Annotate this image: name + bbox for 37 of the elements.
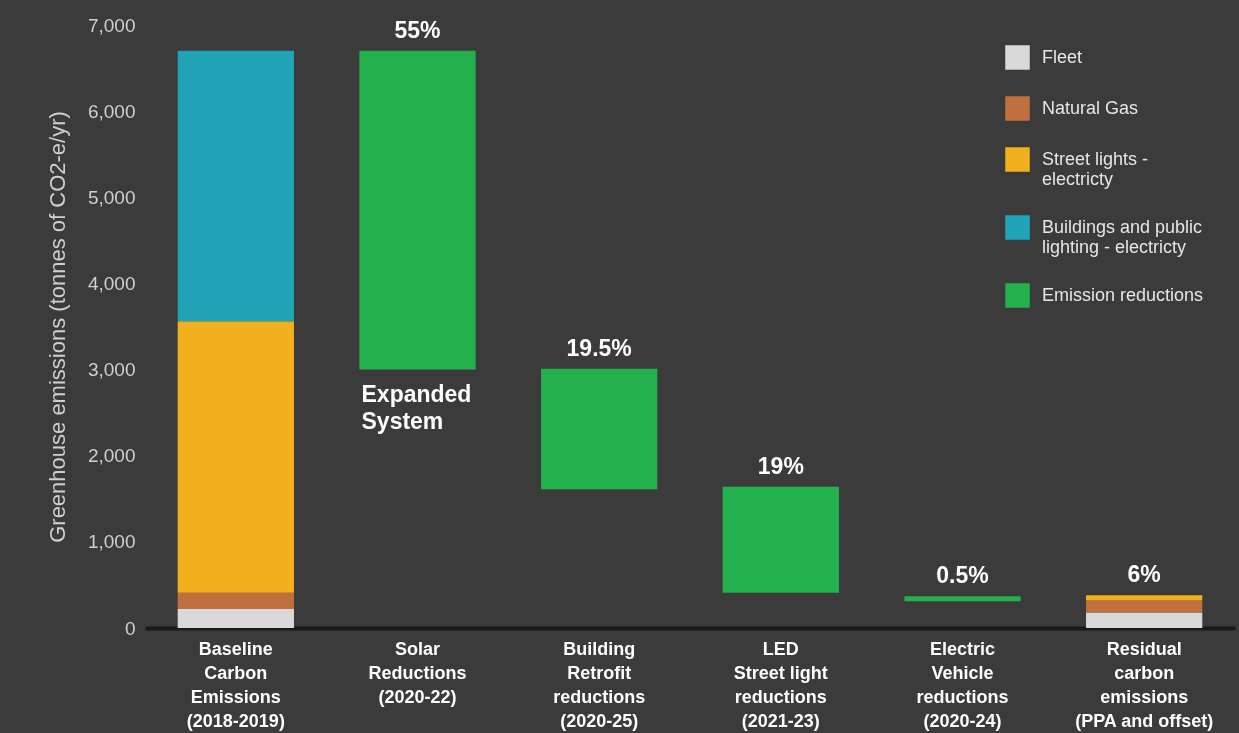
legend-label: Natural Gas [1042,97,1139,118]
y-tick-label: 4,000 [87,272,136,294]
bar [177,50,294,322]
bar [177,321,294,593]
y-tick-label: 6,000 [87,100,136,122]
annotation: 19% [757,452,804,479]
x-tick-label: LED Street light reductions (2021-23) [733,638,828,731]
y-tick-label: 7,000 [87,14,136,36]
bar [904,596,1021,602]
bar [541,368,658,490]
bar [722,486,839,593]
annotation: 55% [394,16,441,43]
bar [177,592,294,610]
x-tick-label: Building Retrofit reductions (2020-25) [553,638,646,731]
legend-label: Emission reductions [1042,284,1204,305]
x-tick-label: Electric Vehicle reductions (2020-24) [916,638,1009,731]
x-tick-label: Baseline Carbon Emissions (2018-2019) [186,638,285,731]
y-tick-label: 1,000 [87,531,136,553]
y-tick-label: 0 [124,617,136,639]
bar [359,50,476,370]
annotation: 0.5% [936,562,989,589]
legend-label: Street lights - electricty [1042,148,1149,189]
y-tick-label: 3,000 [87,359,136,381]
bar [1086,595,1203,601]
annotation: 6% [1127,561,1161,588]
y-axis-title: Greenhouse emissions (tonnes of CO2-e/yr) [44,111,70,543]
y-tick-label: 5,000 [87,186,136,208]
y-tick-label: 2,000 [87,445,136,467]
x-tick-label: Solar Reductions (2020-22) [368,638,467,707]
bar [1086,600,1203,613]
legend-label: Buildings and public lighting - electricty [1042,216,1203,257]
bar [177,609,294,628]
legend-label: Fleet [1042,46,1083,67]
x-tick-label: Residual carbon emissions (PPA and offset) [1075,638,1214,731]
bar [1086,612,1203,628]
annotation: Expanded System [361,380,472,434]
annotation: 19.5% [566,334,632,361]
